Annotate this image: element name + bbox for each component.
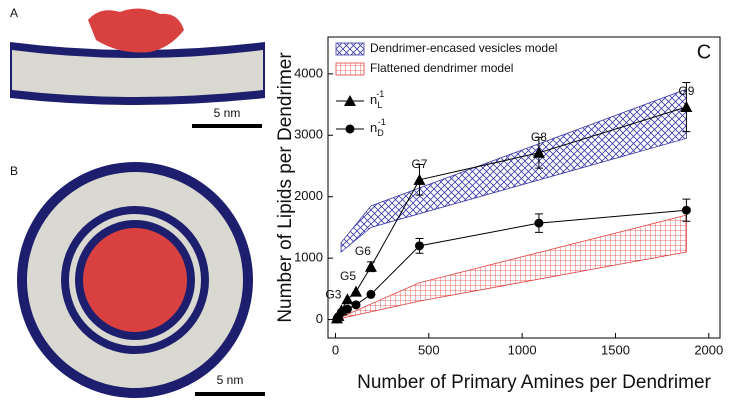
point-label: G7 (411, 157, 427, 171)
legend-marker (344, 95, 356, 106)
panel-a: A 5 nm (10, 6, 265, 128)
panel-label: B (10, 164, 18, 178)
legend-label: nL-1 (370, 89, 384, 110)
legend-name: n (370, 92, 377, 107)
legend-label: Dendrimer-encased vesicles model (370, 41, 557, 55)
y-tick-label: 2000 (294, 188, 323, 203)
legend-swatch (335, 62, 365, 76)
legend-name: n (370, 120, 377, 135)
y-tick-label: 1000 (294, 250, 323, 265)
panel-b: B 5 nm (10, 162, 265, 398)
legend-swatch (335, 42, 365, 56)
legend-subscript: L (377, 100, 382, 110)
point (366, 289, 376, 299)
model-band (335, 214, 687, 320)
legend-label: nD-1 (370, 117, 386, 138)
point (413, 173, 426, 185)
model-band (340, 88, 687, 253)
point-label: G5 (340, 269, 356, 283)
scale-label: 5 nm (214, 106, 241, 120)
point-label: G3 (325, 288, 341, 302)
legend-marker (345, 124, 355, 134)
scale-bar (192, 124, 262, 128)
scale-bar (195, 392, 265, 396)
scale-label: 5 nm (217, 373, 244, 387)
x-axis-label: Number of Primary Amines per Dendrimer (357, 372, 711, 393)
legend-superscript: -1 (378, 117, 386, 127)
point-label: G8 (531, 130, 547, 144)
point (534, 218, 544, 228)
legend-superscript: -1 (376, 89, 384, 99)
point (341, 293, 354, 305)
y-tick-label: 3000 (294, 127, 323, 142)
point (364, 260, 377, 272)
panel-label: A (10, 6, 18, 20)
legend-label: Flattened dendrimer model (370, 61, 513, 75)
panel-label: C (697, 41, 711, 63)
point (680, 101, 693, 113)
legend-subscript: D (377, 128, 384, 138)
x-tick-label: 2000 (694, 342, 723, 357)
y-tick-label: 4000 (294, 65, 323, 80)
x-tick-label: 500 (418, 342, 440, 357)
point (350, 285, 362, 297)
plot-frame (327, 36, 721, 339)
y-tick-label: 0 (316, 311, 323, 326)
point-label: G9 (678, 84, 694, 98)
point-label: G6 (355, 244, 371, 258)
point (532, 146, 545, 158)
point (681, 205, 691, 215)
chart: 0 500 1000 1500 200001000200030004000Number … (275, 36, 723, 393)
y-axis-label: Number of Lipids per Dendrimer (275, 52, 296, 323)
x-tick-label: 1000 (508, 342, 537, 357)
point (351, 300, 361, 310)
point (342, 304, 352, 314)
x-tick-label: 1500 (601, 342, 630, 357)
point (414, 241, 424, 251)
x-tick-label: 0 (332, 342, 339, 357)
